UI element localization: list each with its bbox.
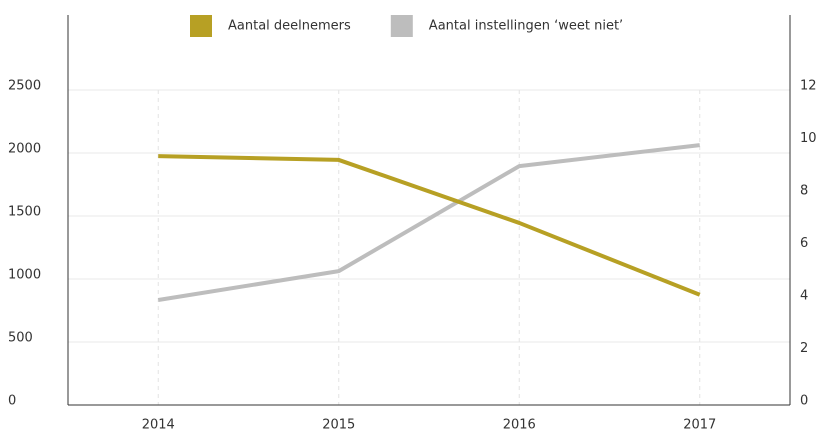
y2-tick-label: 4 bbox=[800, 289, 808, 304]
y2-tick-label: 0 bbox=[800, 394, 808, 409]
legend-label: Aantal deelnemers bbox=[228, 19, 351, 34]
legend-swatch bbox=[390, 15, 413, 37]
y-tick-label: 1500 bbox=[8, 205, 41, 220]
y-tick-label: 2500 bbox=[8, 79, 41, 94]
y-tick-label: 500 bbox=[8, 331, 33, 346]
y-tick-label: 2000 bbox=[8, 142, 41, 157]
y2-tick-label: 12 bbox=[800, 79, 817, 94]
x-tick-label: 2016 bbox=[503, 418, 536, 431]
y2-tick-label: 10 bbox=[800, 131, 817, 146]
y-tick-label: 1000 bbox=[8, 268, 41, 283]
x-tick-label: 2017 bbox=[683, 418, 716, 431]
y2-tick-label: 8 bbox=[800, 184, 808, 199]
y2-tick-label: 6 bbox=[800, 236, 808, 251]
legend-label: Aantal instellingen ‘weet niet’ bbox=[429, 19, 623, 34]
x-tick-label: 2015 bbox=[322, 418, 355, 431]
series-line bbox=[158, 154, 701, 297]
series-line bbox=[157, 143, 700, 302]
y2-tick-label: 2 bbox=[800, 341, 808, 356]
x-tick-label: 2014 bbox=[142, 418, 175, 431]
y-tick-label: 0 bbox=[8, 394, 16, 409]
legend-swatch bbox=[190, 15, 212, 37]
